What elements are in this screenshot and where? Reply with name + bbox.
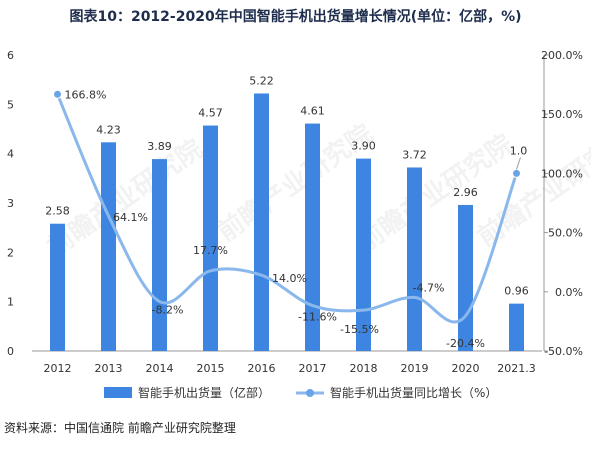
line-value-label: -8.2%: [152, 304, 184, 317]
left-tick-label: 2: [7, 246, 14, 259]
line-value-label: -15.5%: [340, 323, 379, 336]
line-marker: [53, 89, 62, 99]
bar: [305, 123, 320, 351]
bar-value-label: 3.89: [147, 140, 172, 153]
source-note: 资料来源：中国信通院 前瞻产业研究院整理: [4, 421, 236, 435]
bar: [458, 204, 473, 351]
right-tick-label: 100.0%: [541, 167, 583, 180]
right-tick-label: 200.0%: [541, 49, 583, 62]
x-tick-label: 2019: [401, 362, 429, 375]
bar: [101, 142, 116, 351]
line-value-label: 166.8%: [65, 88, 107, 101]
legend-line-label: 智能手机出货量同比增长（%）: [330, 385, 497, 400]
x-tick-label: 2017: [299, 362, 327, 375]
x-tick-label: 2016: [248, 362, 276, 375]
bar-value-label: 0.96: [504, 285, 529, 298]
legend-line-marker: [306, 389, 314, 397]
x-tick-label: 2018: [350, 362, 378, 375]
bar-series: [50, 93, 524, 352]
x-tick-label: 2020: [452, 362, 480, 375]
bar: [50, 223, 65, 351]
growth-line: [56, 93, 518, 324]
data-labels: 2.58 4.23 3.89 4.57 5.22 4.61 3.90 3.72 2.96 0.96…: [45, 74, 529, 349]
bar-value-label: 4.23: [96, 123, 121, 136]
line-value-label: -4.7%: [413, 281, 445, 294]
left-tick-label: 6: [7, 49, 14, 62]
bar-value-label: 5.22: [249, 74, 274, 87]
line-marker: [512, 168, 521, 178]
bar-value-label: 3.90: [351, 140, 376, 153]
left-tick-label: 4: [7, 148, 14, 161]
bar-value-label: 4.57: [198, 107, 223, 120]
axes: 0 1 2 3 4 5 6 -50.0% 0.0% 50.0% 100.0% 150.0% 200.0%…: [7, 49, 583, 375]
bar: [407, 167, 422, 351]
left-tick-label: 0: [7, 345, 14, 358]
line-series: [53, 89, 521, 324]
right-tick-label: 150.0%: [541, 108, 583, 121]
bar-value-label: 3.72: [402, 148, 427, 161]
right-tick-label: -50.0%: [544, 345, 583, 358]
right-tick-label: 50.0%: [548, 227, 583, 240]
chart-title: 图表10：2012-2020年中国智能手机出货量增长情况(单位：亿部，%): [69, 9, 522, 25]
x-tick-label: 2012: [44, 362, 72, 375]
line-value-label: -20.4%: [446, 337, 485, 350]
legend: 智能手机出货量（亿部） 智能手机出货量同比增长（%）: [104, 385, 497, 400]
legend-bar-label: 智能手机出货量（亿部）: [138, 385, 270, 400]
watermark-text: 前瞻产业研究院: [42, 133, 209, 263]
legend-bar-swatch: [104, 387, 132, 398]
left-tick-label: 5: [7, 98, 14, 111]
left-tick-label: 1: [7, 296, 14, 309]
bar-value-label: 4.61: [300, 105, 325, 118]
x-tick-label: 2014: [146, 362, 174, 375]
left-tick-label: 3: [7, 197, 14, 210]
line-value-label: 64.1%: [113, 211, 148, 224]
right-tick-label: 0.0%: [555, 286, 583, 299]
x-tick-label: 2021.3: [497, 362, 536, 375]
bar: [254, 93, 269, 351]
watermark-text: 前瞻产业研究院: [212, 118, 379, 248]
bar-value-label: 2.96: [453, 186, 478, 199]
bar: [356, 158, 371, 351]
bar-value-label: 2.58: [45, 205, 70, 218]
line-value-label: 1.0: [510, 144, 528, 157]
line-value-label: 14.0%: [272, 272, 307, 285]
line-value-label: 17.7%: [193, 244, 228, 257]
label-leader-line: [516, 157, 521, 170]
line-value-label: -11.6%: [298, 311, 337, 324]
bar: [203, 125, 218, 352]
x-tick-label: 2013: [95, 362, 123, 375]
x-tick-label: 2015: [197, 362, 225, 375]
bar: [509, 303, 524, 351]
bar: [152, 159, 167, 351]
